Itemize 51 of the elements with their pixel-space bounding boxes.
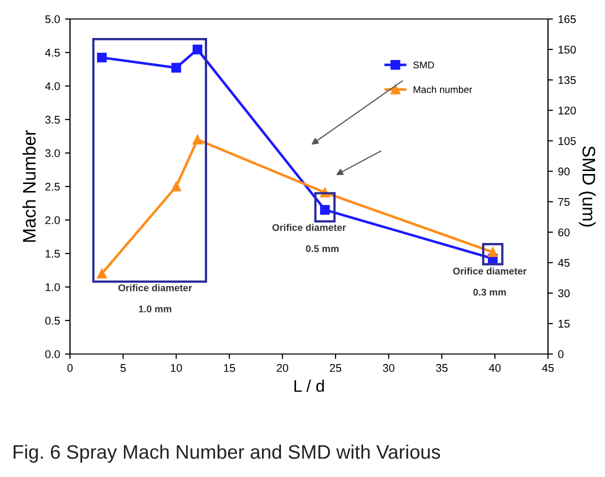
point — [171, 62, 182, 73]
y-tick-label: 4.0 — [45, 82, 60, 90]
point — [192, 134, 202, 144]
y2-axis-title: SMD (um) — [578, 146, 596, 227]
y2-tick-label: 45 — [558, 259, 570, 267]
x-axis-title: L / d — [294, 380, 324, 392]
y2-tick-label: 165 — [558, 15, 576, 24]
point — [97, 268, 107, 278]
y2-tick-label: 15 — [558, 320, 570, 328]
y2-tick-label: 90 — [558, 168, 570, 176]
x-tick-label: 20 — [276, 364, 288, 372]
y-tick-label: 2.5 — [45, 182, 60, 191]
point — [192, 44, 202, 54]
annotation: 1.0 mm — [138, 306, 172, 312]
x-tick-label: 35 — [436, 364, 448, 372]
y2-tick-label: 150 — [558, 46, 576, 54]
point — [97, 52, 107, 62]
y-tick-label: 0.0 — [45, 350, 60, 358]
y-tick-label: 0.5 — [45, 316, 60, 325]
x-tick-label: 15 — [224, 364, 236, 372]
y2-tick-label: 60 — [558, 228, 570, 236]
x-tick-label: 45 — [542, 364, 554, 372]
annotation: Orifice diameter — [272, 224, 346, 231]
y2-tick-label: 105 — [558, 137, 576, 145]
legend-label: SMD — [413, 62, 434, 68]
annotation: 0.5 mm — [306, 245, 339, 252]
y-axis-title: Mach Number — [22, 130, 36, 242]
x-tick-label: 30 — [382, 364, 394, 372]
y2-tick-label: 135 — [558, 76, 576, 84]
x-tick-label: 10 — [170, 364, 182, 372]
x-tick-label: 40 — [488, 364, 501, 372]
y-tick-label: 1.5 — [46, 250, 60, 258]
y2-tick-label: 75 — [558, 198, 570, 206]
y-tick-label: 4.5 — [45, 48, 60, 57]
y-tick-label: 1.0 — [46, 283, 60, 292]
x-tick-label: 25 — [330, 364, 342, 372]
y2-tick-label: 30 — [558, 289, 570, 298]
y-tick-label: 2.0 — [45, 216, 60, 224]
y-tick-label: 5.0 — [45, 15, 60, 24]
annotation: 0.3 mm — [473, 288, 506, 296]
x-tick-label: 5 — [120, 364, 126, 372]
annotation: Orifice diameter — [453, 267, 527, 275]
point — [171, 182, 182, 192]
caption: Fig. 6 Spray Mach Number and SMD with Various — [14, 444, 440, 463]
legend-label: Mach number — [414, 86, 472, 94]
x-tick-label: 0 — [67, 364, 73, 372]
annotation: Orifice diameter — [118, 284, 192, 292]
y-tick-label: 3.0 — [45, 149, 60, 158]
y2-tick-label: 0 — [558, 350, 564, 358]
y2-tick-label: 120 — [558, 106, 576, 114]
y-tick-label: 3.5 — [45, 116, 60, 124]
